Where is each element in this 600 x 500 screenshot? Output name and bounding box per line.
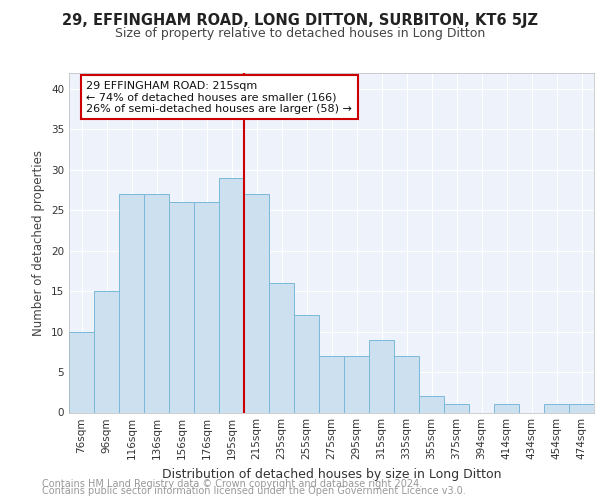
Bar xyxy=(494,404,519,412)
Bar xyxy=(319,356,344,412)
Bar xyxy=(119,194,144,412)
Bar xyxy=(369,340,394,412)
Text: 29 EFFINGHAM ROAD: 215sqm
← 74% of detached houses are smaller (166)
26% of semi: 29 EFFINGHAM ROAD: 215sqm ← 74% of detac… xyxy=(86,80,352,114)
Bar xyxy=(444,404,469,412)
Y-axis label: Number of detached properties: Number of detached properties xyxy=(32,150,46,336)
Bar xyxy=(69,332,94,412)
Text: Contains public sector information licensed under the Open Government Licence v3: Contains public sector information licen… xyxy=(42,486,466,496)
Bar xyxy=(269,283,294,412)
Bar xyxy=(244,194,269,412)
Bar xyxy=(144,194,169,412)
X-axis label: Distribution of detached houses by size in Long Ditton: Distribution of detached houses by size … xyxy=(162,468,501,481)
Bar xyxy=(294,316,319,412)
Bar xyxy=(419,396,444,412)
Bar xyxy=(194,202,219,412)
Bar xyxy=(219,178,244,412)
Bar xyxy=(169,202,194,412)
Bar xyxy=(394,356,419,412)
Bar xyxy=(94,291,119,412)
Bar xyxy=(544,404,569,412)
Text: Size of property relative to detached houses in Long Ditton: Size of property relative to detached ho… xyxy=(115,28,485,40)
Text: Contains HM Land Registry data © Crown copyright and database right 2024.: Contains HM Land Registry data © Crown c… xyxy=(42,479,422,489)
Text: 29, EFFINGHAM ROAD, LONG DITTON, SURBITON, KT6 5JZ: 29, EFFINGHAM ROAD, LONG DITTON, SURBITO… xyxy=(62,12,538,28)
Bar xyxy=(344,356,369,412)
Bar xyxy=(569,404,594,412)
